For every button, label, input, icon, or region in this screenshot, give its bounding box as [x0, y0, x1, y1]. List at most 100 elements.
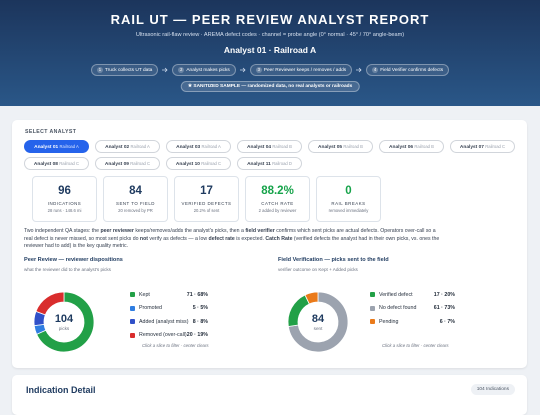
legend-name: Promoted	[139, 305, 162, 311]
legend-name: Removed (over-call)	[139, 332, 187, 338]
arrow-shape	[356, 67, 362, 73]
kpi-label: RAIL BREAKS	[331, 201, 366, 206]
donut-slice[interactable]	[36, 291, 95, 353]
analyst-pill[interactable]: Analyst 10 Railroad C	[166, 157, 231, 170]
analyst-pill[interactable]: Analyst 01 Railroad A	[24, 140, 89, 153]
analyst-pill[interactable]: Analyst 11 Railroad D	[237, 157, 302, 170]
analyst-pill[interactable]: Analyst 06 Railroad B	[379, 140, 444, 153]
kpi-box: 84 SENT TO FIELD 20 removed by PR	[103, 176, 168, 222]
legend-item: Pending 6 · 7%	[370, 315, 455, 328]
arrow-shape	[239, 67, 246, 73]
legend-name: Verified defect	[379, 291, 413, 298]
workflow-step: 1 Truck collects UT data	[90, 64, 159, 76]
legend-swatch	[370, 319, 375, 324]
kpi-value: 96	[58, 185, 71, 197]
kpi-label: SENT TO FIELD	[116, 201, 155, 206]
railroad-name: Railroad B	[343, 144, 363, 149]
selector-label: SELECT ANALYST	[25, 129, 77, 135]
donut-total: 84	[312, 313, 325, 325]
intro-run: is expected.	[234, 235, 266, 242]
click-note: Click a slice to filter · center clears	[142, 343, 209, 348]
analyst-name: Analyst 09	[104, 162, 129, 167]
analyst-card: SELECT ANALYST Analyst 01 Railroad A Anal…	[12, 120, 527, 368]
analyst-pill[interactable]: Analyst 04 Railroad B	[237, 140, 302, 153]
donut-slice[interactable]	[35, 291, 65, 316]
kpi-sub: 28 runs · 148.6 mi	[47, 208, 82, 213]
analyst-name: Analyst 03	[176, 145, 201, 150]
analyst-name: Analyst 10	[175, 162, 200, 167]
panel-title: Peer Review — reviewer dispositions	[24, 257, 123, 263]
legend-swatch	[130, 292, 135, 297]
railroad-name: Railroad A	[201, 144, 221, 149]
kpi-box: 17 VERIFIED DEFECTS 20.2% of sent	[174, 176, 239, 222]
legend-item: No defect found 61 · 73%	[370, 302, 455, 315]
sample-badge: ★ SANITIZED SAMPLE — randomized data, no…	[180, 81, 360, 92]
step-number: 1	[96, 67, 103, 73]
intro-run: defect rate	[208, 235, 235, 242]
analyst-pill[interactable]: Analyst 08 Railroad C	[24, 157, 89, 170]
workflow-step: 4 Field Verifier confirms defects	[366, 64, 450, 76]
intro-text: Two independent QA stages: the peer revi…	[24, 228, 444, 251]
donut-total: 104	[55, 313, 74, 325]
legend-swatch	[370, 292, 375, 297]
detail-card: Indication Detail 104 Indications	[12, 375, 527, 415]
legend-item: Added (analyst miss) 8 · 8%	[130, 315, 208, 328]
step-text: Peer Reviewer keeps / removes / adds	[263, 67, 347, 73]
kpi-value: 0	[345, 185, 352, 197]
report-title: RAIL UT — PEER REVIEW ANALYST REPORT	[110, 12, 430, 27]
legend-name: No defect found	[379, 305, 417, 311]
step-arrow	[356, 67, 362, 73]
analyst-name: Analyst 04	[247, 145, 272, 150]
intro-run: (verified defects the analyst had in the…	[24, 235, 440, 250]
kpi-box: 0 RAIL BREAKS removed immediately	[316, 176, 381, 222]
analyst-pill[interactable]: Analyst 07 Railroad C	[450, 140, 515, 153]
legend-name: Pending	[379, 318, 399, 325]
donut-total-label: sent	[314, 326, 323, 331]
donut-total-label: picks	[59, 326, 70, 331]
analyst-pill[interactable]: Analyst 03 Railroad A	[166, 140, 231, 153]
railroad-name: Railroad A	[59, 144, 79, 149]
workflow-step: 3 Peer Reviewer keeps / removes / adds	[249, 64, 353, 76]
step-text: Field Verifier confirms defects	[380, 67, 444, 73]
legend-swatch	[370, 305, 375, 311]
panel-subtitle: verifier outcome on Kept + Added picks	[278, 267, 358, 272]
donut-slice[interactable]	[304, 291, 319, 305]
donut-slice[interactable]	[287, 294, 310, 327]
intro-run: confirms which sent picks are actual def…	[24, 228, 436, 242]
kpi-sub: 2 added by reviewer	[258, 208, 297, 213]
analyst-pill[interactable]: Analyst 05 Railroad B	[308, 140, 373, 153]
step-text: Analyst makes picks	[186, 67, 230, 73]
railroad-name: Railroad C	[59, 161, 80, 166]
legend-name: Kept	[139, 291, 150, 298]
panel-subtitle: what the reviewer did to the analyst's p…	[24, 267, 111, 272]
step-number: 2	[178, 67, 185, 73]
kpi-box: 96 INDICATIONS 28 runs · 148.6 mi	[32, 176, 97, 222]
analyst-pill[interactable]: Analyst 09 Railroad C	[95, 157, 160, 170]
arrow-shape	[162, 67, 168, 73]
kpi-sub: 20 removed by PR	[118, 208, 153, 213]
analyst-pills: Analyst 01 Railroad A Analyst 02 Railroad…	[24, 140, 524, 170]
railroad-name: Railroad C	[201, 161, 222, 166]
legend-value: 20 · 19%	[186, 332, 208, 338]
analyst-heading: Analyst 01 · Railroad A	[223, 45, 317, 55]
legend-value: 8 · 8%	[192, 318, 208, 325]
donut-slice[interactable]	[287, 291, 349, 353]
intro-run: peer reviewer	[100, 228, 134, 234]
legend-name: Added (analyst miss)	[139, 318, 189, 325]
analyst-name: Analyst 06	[389, 145, 414, 150]
analyst-name: Analyst 07	[459, 145, 484, 150]
kpi-label: CATCH RATE	[261, 201, 294, 206]
analyst-name: Analyst 01	[34, 145, 59, 150]
legend-item: Verified defect 17 · 20%	[370, 288, 455, 301]
railroad-name: Railroad C	[485, 144, 506, 149]
kpi-value: 84	[129, 185, 142, 197]
intro-run: not	[139, 235, 148, 242]
intro-run: verify as defects — a low	[147, 235, 209, 242]
analyst-pill[interactable]: Analyst 02 Railroad A	[95, 140, 160, 153]
legend-value: 71 · 68%	[186, 291, 208, 298]
analyst-name: Analyst 08	[33, 162, 58, 167]
detail-title: Indication Detail	[26, 385, 96, 395]
